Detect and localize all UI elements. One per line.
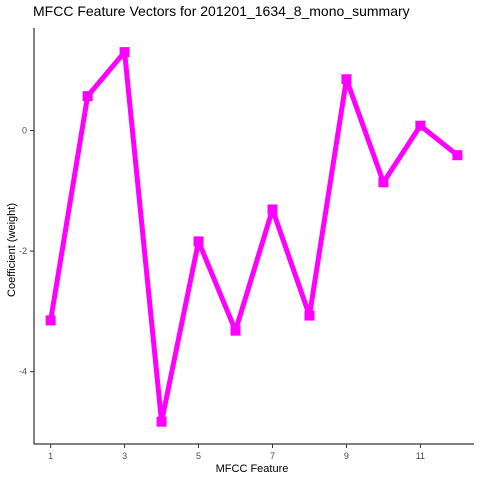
series-layer	[45, 47, 463, 427]
data-point-marker	[267, 204, 278, 215]
y-tick-label: -4	[19, 367, 27, 377]
chart-title: MFCC Feature Vectors for 201201_1634_8_m…	[33, 3, 410, 19]
data-point-marker	[341, 74, 352, 85]
x-tick-label: 1	[48, 451, 53, 461]
data-point-marker	[119, 47, 130, 58]
data-point-marker	[193, 236, 204, 247]
y-axis-label: Coefficient (weight)	[6, 203, 18, 297]
data-point-marker	[452, 150, 463, 161]
x-tick-label: 11	[416, 451, 425, 461]
data-point-marker	[378, 177, 389, 188]
data-point-marker	[230, 325, 241, 336]
data-point-marker	[45, 315, 56, 326]
x-tick-label: 5	[196, 451, 201, 461]
data-point-marker	[304, 310, 315, 321]
data-point-marker	[415, 120, 426, 131]
y-tick-label: 0	[22, 125, 27, 135]
axis-ticks: 1 3 5 7 9 11 -4 -2 0	[19, 125, 425, 461]
x-tick-label: 3	[122, 451, 127, 461]
x-tick-label: 9	[344, 451, 349, 461]
x-tick-label: 7	[270, 451, 275, 461]
data-point-marker	[156, 416, 167, 427]
x-axis-label: MFCC Feature	[216, 463, 289, 475]
y-tick-label: -2	[19, 246, 27, 256]
series-line	[48, 49, 459, 425]
data-point-marker	[82, 91, 93, 102]
